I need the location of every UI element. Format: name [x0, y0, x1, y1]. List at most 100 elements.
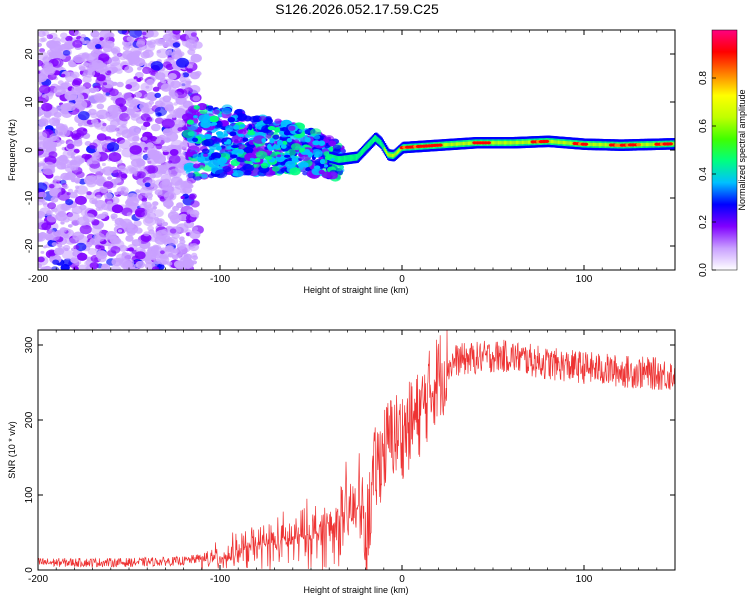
- spectrogram-cell: [38, 232, 47, 239]
- spectrogram-cell: [179, 236, 185, 241]
- spectrogram-cell: [82, 76, 92, 84]
- y-tick-label: 0: [24, 567, 35, 573]
- spectrogram-cell: [150, 182, 155, 187]
- spectrogram-cell: [272, 144, 281, 150]
- spectrogram-cell: [118, 139, 131, 150]
- spectrogram-cell: [159, 97, 166, 103]
- spectrogram-cell: [53, 175, 62, 182]
- spectrogram-cell: [190, 53, 202, 63]
- spectrogram-cell: [161, 118, 175, 129]
- spectrogram-cell: [224, 141, 229, 145]
- spectrogram-cell: [107, 176, 112, 181]
- spectrogram-cell: [118, 244, 128, 252]
- spectrogram-cell: [251, 121, 257, 125]
- spectrogram-cell: [109, 111, 115, 116]
- spectrogram-cell: [142, 136, 148, 141]
- spectrogram-cell: [38, 213, 43, 218]
- spectrogram-cell: [209, 115, 220, 123]
- spectrogram-cell: [231, 135, 243, 144]
- spectrogram-cell: [146, 40, 153, 46]
- spectrogram-cell: [135, 189, 141, 194]
- spectrogram-cell: [180, 181, 191, 191]
- spectrogram-cell: [56, 155, 69, 166]
- spectrogram-cell: [249, 116, 259, 123]
- spectrogram-cell: [154, 244, 162, 250]
- spectrogram-cell: [180, 188, 187, 194]
- spectrogram-x-label: Height of straight line (km): [303, 285, 408, 295]
- spectrogram-cell: [80, 86, 86, 90]
- spectrogram-cell: [139, 102, 149, 111]
- spectrogram-cell: [77, 111, 90, 121]
- spectrogram-cell: [128, 99, 134, 104]
- spectrogram-cell: [106, 142, 120, 152]
- spectrogram-cell: [313, 154, 319, 158]
- spectrogram-cell: [133, 57, 146, 67]
- spectrogram-cell: [41, 94, 47, 98]
- spectrogram-cell: [95, 194, 102, 200]
- spectrogram-cell: [159, 164, 167, 170]
- spectrogram-cell: [237, 129, 243, 134]
- spectrogram-cell: [158, 134, 166, 140]
- spectrogram-cell: [230, 154, 238, 159]
- spectrogram-cell: [178, 252, 189, 261]
- spectrogram-cell: [284, 160, 296, 169]
- spectrogram-cell: [194, 70, 202, 77]
- spectrogram-cell: [73, 177, 81, 183]
- spectrogram-cell: [271, 166, 280, 172]
- spectrogram-cell: [636, 143, 642, 147]
- spectrogram-cell: [155, 100, 164, 107]
- spectrogram-cell: [101, 263, 106, 267]
- spectrogram-cell: [115, 125, 129, 135]
- spectrogram-cell: [267, 126, 276, 131]
- spectrogram-cell: [673, 142, 675, 146]
- spectrogram-cell: [172, 42, 181, 48]
- spectrogram-cell: [94, 122, 102, 128]
- spectrogram-cell: [201, 173, 208, 179]
- spectrogram-cell: [66, 192, 71, 196]
- spectrogram-cell: [91, 226, 102, 235]
- spectrogram-cell: [53, 86, 66, 96]
- spectrogram-cell: [97, 255, 107, 263]
- spectrogram-cell: [160, 170, 167, 175]
- spectrogram-cell: [183, 165, 194, 173]
- spectrogram-cell: [76, 264, 89, 270]
- spectrogram-cell: [73, 54, 85, 64]
- spectrogram-cell: [236, 113, 248, 122]
- spectrogram-cell: [65, 199, 74, 206]
- spectrogram-cell: [110, 265, 122, 270]
- spectrogram-cell: [116, 186, 129, 196]
- spectrogram-cell: [67, 211, 80, 222]
- spectrogram-cell: [187, 172, 196, 179]
- spectrogram-cell: [54, 119, 60, 124]
- spectrogram-cell: [190, 200, 200, 208]
- spectrogram-cell: [155, 144, 163, 150]
- spectrogram-cell: [154, 92, 161, 98]
- spectrogram-cell: [60, 32, 68, 39]
- spectrogram-cell: [55, 105, 63, 110]
- spectrogram-cell: [193, 105, 200, 110]
- y-tick-label: 10: [24, 96, 35, 108]
- spectrogram-cell: [38, 199, 44, 206]
- spectrogram-cell: [319, 158, 326, 165]
- spectrogram-cell: [100, 168, 106, 173]
- spectrogram-cell: [213, 157, 221, 163]
- spectrogram-cell: [323, 164, 329, 168]
- colorbar-label: Normalized spectral amplitude: [737, 89, 747, 210]
- y-tick-label: 300: [24, 336, 35, 353]
- x-tick-label: -200: [28, 574, 48, 585]
- spectrogram-cell: [281, 140, 288, 146]
- spectrogram-cell: [69, 159, 78, 166]
- spectrogram-cell: [46, 213, 58, 223]
- spectrogram-cell: [164, 104, 174, 112]
- spectrogram-cell: [147, 225, 155, 231]
- spectrogram-cell: [89, 262, 99, 270]
- spectrogram-cell: [189, 230, 201, 240]
- spectrogram-cell: [69, 191, 78, 199]
- spectrogram-cell: [182, 129, 195, 139]
- spectrogram-cell: [119, 113, 130, 122]
- spectrogram-cell: [38, 191, 47, 199]
- spectrogram-cell: [66, 150, 74, 156]
- spectrogram-cell: [49, 188, 59, 197]
- spectrogram-cell: [86, 42, 96, 49]
